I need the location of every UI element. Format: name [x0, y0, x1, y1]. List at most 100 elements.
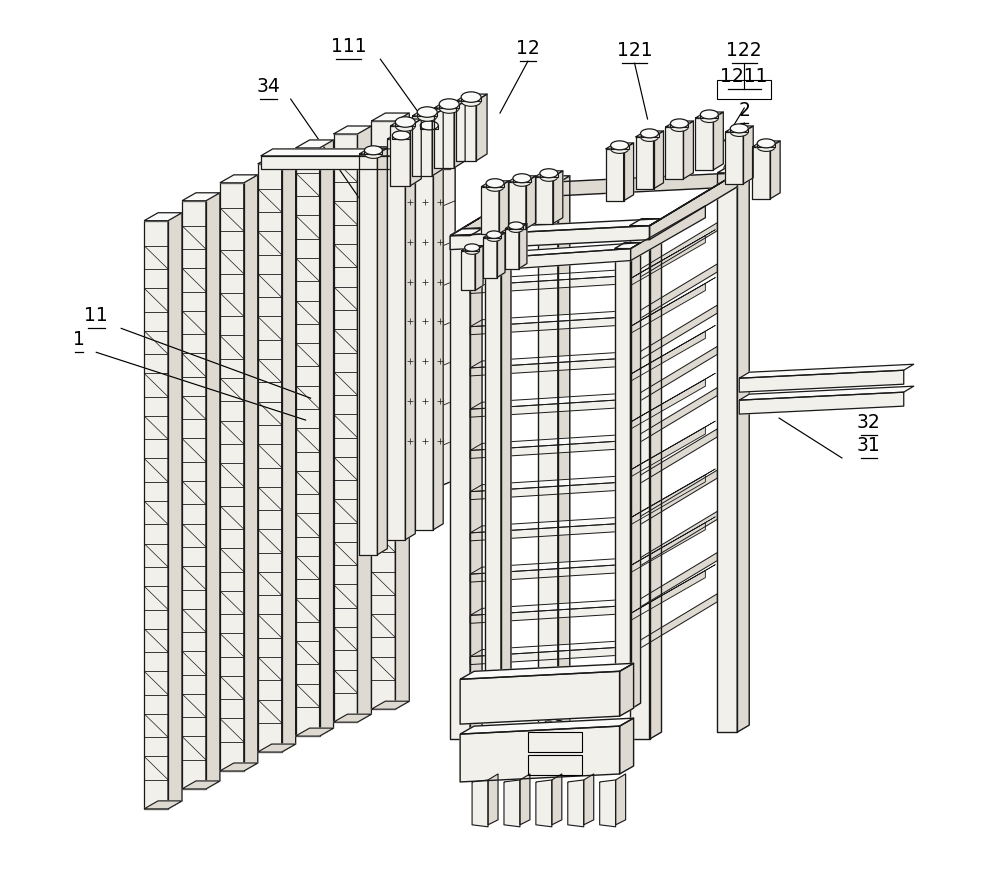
Polygon shape	[405, 133, 415, 539]
Ellipse shape	[417, 107, 437, 117]
Ellipse shape	[420, 121, 438, 130]
Polygon shape	[631, 570, 705, 620]
Ellipse shape	[395, 117, 415, 127]
Polygon shape	[630, 346, 717, 408]
Ellipse shape	[407, 239, 414, 245]
Polygon shape	[220, 763, 258, 771]
Polygon shape	[412, 109, 443, 116]
Polygon shape	[600, 780, 616, 827]
Polygon shape	[476, 94, 487, 161]
Polygon shape	[739, 364, 914, 378]
Polygon shape	[261, 149, 462, 156]
Polygon shape	[497, 232, 505, 278]
Ellipse shape	[364, 150, 382, 158]
Ellipse shape	[540, 169, 558, 178]
Polygon shape	[611, 145, 629, 149]
Polygon shape	[359, 154, 377, 554]
Ellipse shape	[465, 247, 480, 255]
Polygon shape	[395, 122, 415, 126]
Polygon shape	[395, 121, 455, 505]
Polygon shape	[456, 94, 487, 101]
Polygon shape	[439, 104, 459, 108]
Polygon shape	[390, 119, 421, 126]
Polygon shape	[499, 181, 509, 234]
Polygon shape	[713, 112, 723, 170]
Ellipse shape	[437, 438, 444, 444]
Polygon shape	[630, 388, 717, 449]
Polygon shape	[695, 118, 713, 170]
Ellipse shape	[757, 142, 775, 151]
Polygon shape	[501, 253, 511, 709]
Polygon shape	[616, 774, 626, 825]
Polygon shape	[650, 219, 661, 739]
Polygon shape	[631, 230, 715, 279]
Ellipse shape	[417, 110, 437, 121]
Polygon shape	[665, 121, 693, 127]
Polygon shape	[371, 113, 409, 121]
Polygon shape	[538, 176, 570, 182]
Polygon shape	[377, 148, 387, 554]
Polygon shape	[538, 173, 737, 197]
Polygon shape	[390, 126, 410, 186]
Ellipse shape	[513, 177, 531, 186]
Polygon shape	[415, 123, 443, 129]
Polygon shape	[144, 221, 168, 809]
Polygon shape	[540, 174, 558, 177]
Polygon shape	[450, 229, 482, 236]
Polygon shape	[182, 781, 220, 789]
Polygon shape	[450, 149, 462, 169]
Polygon shape	[606, 143, 634, 149]
Polygon shape	[450, 176, 550, 236]
Text: 34: 34	[257, 77, 281, 96]
Polygon shape	[631, 564, 715, 613]
Polygon shape	[470, 647, 630, 665]
Polygon shape	[606, 149, 624, 201]
Ellipse shape	[422, 278, 429, 285]
Polygon shape	[631, 469, 715, 518]
Polygon shape	[630, 222, 717, 284]
Polygon shape	[434, 101, 465, 108]
Polygon shape	[182, 201, 206, 789]
Polygon shape	[470, 276, 630, 294]
Ellipse shape	[486, 182, 504, 191]
Ellipse shape	[364, 146, 382, 155]
Polygon shape	[296, 728, 334, 736]
Polygon shape	[371, 121, 395, 709]
Polygon shape	[244, 174, 258, 771]
Polygon shape	[470, 317, 630, 335]
Ellipse shape	[641, 129, 659, 138]
Polygon shape	[717, 173, 737, 732]
Polygon shape	[387, 139, 405, 539]
Ellipse shape	[641, 133, 659, 142]
Text: 121: 121	[617, 41, 652, 61]
Polygon shape	[182, 193, 220, 201]
Polygon shape	[504, 780, 520, 827]
Polygon shape	[508, 182, 526, 229]
Polygon shape	[725, 132, 743, 184]
Polygon shape	[670, 124, 688, 127]
Polygon shape	[450, 182, 538, 249]
Polygon shape	[624, 143, 634, 201]
Polygon shape	[631, 517, 715, 566]
Polygon shape	[730, 128, 748, 132]
Polygon shape	[470, 523, 630, 541]
Polygon shape	[568, 780, 584, 827]
Bar	[528, 755, 582, 775]
Polygon shape	[505, 229, 519, 269]
Polygon shape	[475, 246, 483, 290]
Polygon shape	[631, 278, 715, 327]
Polygon shape	[535, 177, 553, 223]
Polygon shape	[513, 178, 531, 182]
Polygon shape	[630, 429, 717, 490]
Polygon shape	[470, 358, 630, 376]
Polygon shape	[485, 253, 511, 259]
Polygon shape	[488, 774, 498, 825]
Polygon shape	[631, 243, 641, 709]
Polygon shape	[620, 663, 634, 716]
Polygon shape	[631, 421, 715, 470]
Polygon shape	[434, 108, 454, 168]
Polygon shape	[433, 123, 443, 530]
Polygon shape	[739, 370, 904, 392]
Polygon shape	[584, 774, 594, 825]
Polygon shape	[485, 243, 641, 259]
